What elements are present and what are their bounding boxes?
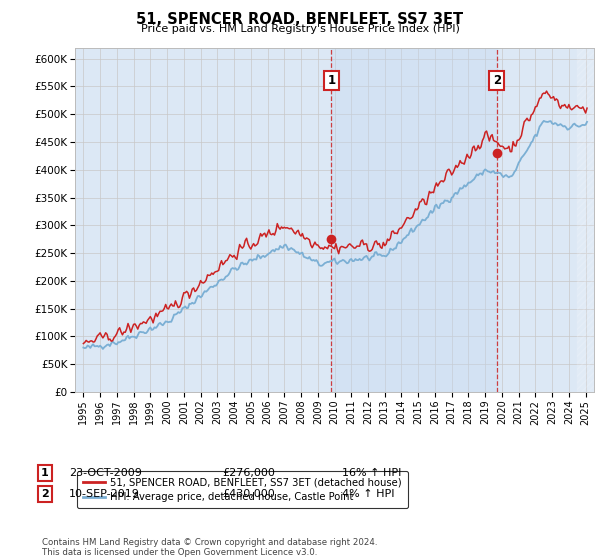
Text: 4% ↑ HPI: 4% ↑ HPI: [342, 489, 395, 499]
Text: Contains HM Land Registry data © Crown copyright and database right 2024.
This d: Contains HM Land Registry data © Crown c…: [42, 538, 377, 557]
Text: £276,000: £276,000: [222, 468, 275, 478]
Text: 10-SEP-2019: 10-SEP-2019: [69, 489, 140, 499]
Text: 51, SPENCER ROAD, BENFLEET, SS7 3ET: 51, SPENCER ROAD, BENFLEET, SS7 3ET: [136, 12, 464, 27]
Text: 23-OCT-2009: 23-OCT-2009: [69, 468, 142, 478]
Text: Price paid vs. HM Land Registry's House Price Index (HPI): Price paid vs. HM Land Registry's House …: [140, 24, 460, 34]
Text: 1: 1: [327, 74, 335, 87]
Bar: [577, 48, 594, 392]
Text: 16% ↑ HPI: 16% ↑ HPI: [342, 468, 401, 478]
Text: £430,000: £430,000: [222, 489, 275, 499]
Text: 2: 2: [41, 489, 49, 499]
Legend: 51, SPENCER ROAD, BENFLEET, SS7 3ET (detached house), HPI: Average price, detach: 51, SPENCER ROAD, BENFLEET, SS7 3ET (det…: [77, 471, 408, 508]
Text: 2: 2: [493, 74, 501, 87]
Bar: [331, 48, 497, 392]
Text: 1: 1: [41, 468, 49, 478]
